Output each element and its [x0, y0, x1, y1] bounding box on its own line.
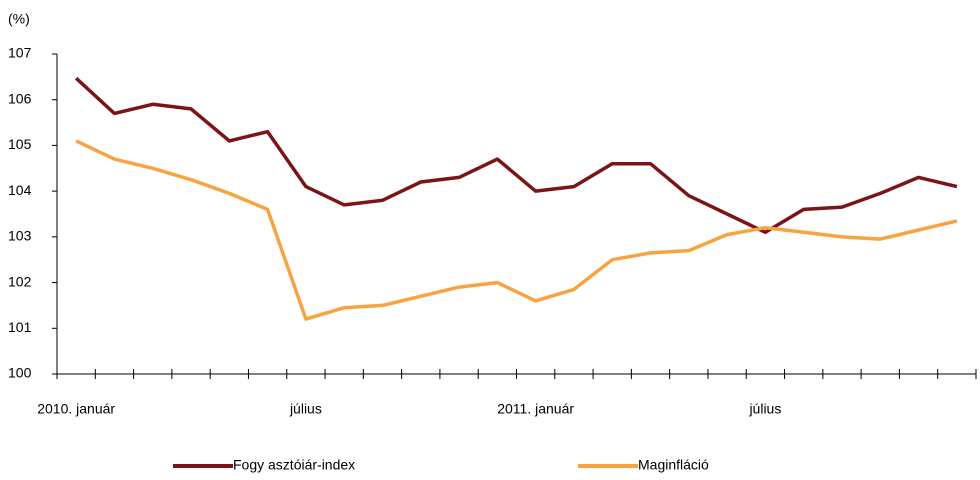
y-unit: (%) — [8, 11, 30, 27]
y-tick-label: 101 — [8, 319, 32, 335]
legend-label: Fogy asztóiár-index — [233, 457, 355, 473]
series-line — [75, 139, 958, 321]
y-tick-label: 103 — [8, 228, 32, 244]
x-tick-label: 2010. január — [37, 401, 115, 417]
y-tick-label: 107 — [8, 45, 32, 61]
x-tick-label: július — [748, 401, 781, 417]
x-tick-label: 2011. január — [497, 401, 574, 417]
y-tick-label: 100 — [8, 365, 32, 381]
x-tick-label: július — [289, 401, 322, 417]
y-tick-label: 106 — [8, 90, 32, 106]
series-line — [74, 76, 958, 235]
legend-label: Maginfláció — [638, 457, 709, 473]
y-tick-label: 105 — [8, 136, 32, 152]
y-tick-label: 104 — [8, 182, 32, 198]
y-tick-label: 102 — [8, 273, 32, 289]
